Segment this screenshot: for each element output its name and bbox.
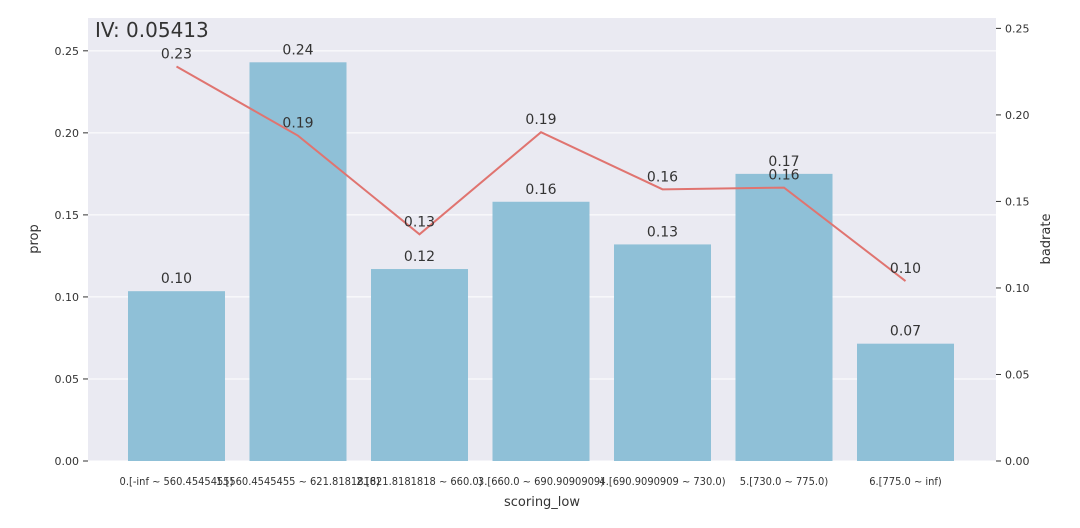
x-tick-label: 5.[730.0 ~ 775.0) <box>740 475 829 488</box>
line-value-label: 0.19 <box>282 116 313 132</box>
x-tick-label: 2.[621.8181818 ~ 660.0) <box>356 475 482 488</box>
y-right-tick-label: 0.20 <box>1005 109 1030 122</box>
x-tick-label: 0.[-inf ~ 560.4545455) <box>120 475 234 488</box>
badrate-line <box>176 65 907 282</box>
x-tick-label: 3.[660.0 ~ 690.9090909) <box>478 475 604 488</box>
y-right-tick-label: 0.00 <box>1005 455 1030 468</box>
x-tick-label: 4.[690.9090909 ~ 730.0) <box>599 475 725 488</box>
y-right-tick-label: 0.05 <box>1005 368 1030 381</box>
bar-value-label: 0.12 <box>404 249 435 265</box>
line-value-label: 0.19 <box>525 112 556 128</box>
line-value-label: 0.16 <box>768 168 799 184</box>
bar <box>857 343 954 461</box>
line-value-label: 0.23 <box>161 46 192 62</box>
y-left-tick-label: 0.20 <box>55 127 80 140</box>
bar-value-label: 0.13 <box>647 224 678 240</box>
bar <box>735 173 833 462</box>
x-axis-title: scoring_low <box>504 495 580 510</box>
bar-value-label: 0.07 <box>890 324 921 340</box>
bar-value-label: 0.17 <box>768 154 799 170</box>
bar <box>371 269 468 461</box>
badrate-line-path <box>176 65 907 282</box>
line-value-label: 0.13 <box>404 214 435 230</box>
bar <box>128 291 225 461</box>
y-right-tick-label: 0.15 <box>1005 195 1030 208</box>
iv-title: IV: 0.05413 <box>95 18 209 42</box>
y-right-tick-label: 0.25 <box>1005 22 1030 35</box>
y-left-tick-label: 0.10 <box>55 291 80 304</box>
x-tick-label: 6.[775.0 ~ inf) <box>869 475 942 488</box>
bar <box>614 244 711 461</box>
line-value-label: 0.16 <box>647 169 678 185</box>
y-left-tick-label: 0.00 <box>55 455 80 468</box>
y-left-tick-label: 0.25 <box>55 45 80 58</box>
x-axis: 0.[-inf ~ 560.4545455)1.[560.4545455 ~ 6… <box>120 475 942 488</box>
y-left-tick-label: 0.05 <box>55 373 80 386</box>
y-axis-right-title: badrate <box>1039 214 1054 265</box>
y-axis-left: 0.00 0.05 0.10 0.15 0.20 0.25 <box>55 45 88 468</box>
y-right-tick-label: 0.10 <box>1005 282 1030 295</box>
bar-value-label: 0.10 <box>161 271 192 287</box>
y-axis-right: 0.00 0.05 0.10 0.15 0.20 0.25 <box>996 22 1030 468</box>
bar-value-label: 0.24 <box>282 42 313 58</box>
x-tick-label: 1.[560.4545455 ~ 621.8181818) <box>216 475 380 488</box>
bar <box>249 62 347 462</box>
bar-value-labels: 0.10 0.24 0.12 0.16 0.13 0.17 0.07 <box>161 42 921 339</box>
bars <box>128 62 954 462</box>
line-value-label: 0.10 <box>890 261 921 277</box>
line-value-labels: 0.23 0.19 0.13 0.19 0.16 0.16 0.10 <box>161 46 921 277</box>
bar <box>492 201 590 461</box>
bar-value-label: 0.16 <box>525 182 556 198</box>
y-left-tick-label: 0.15 <box>55 209 80 222</box>
y-axis-left-title: prop <box>27 224 42 254</box>
